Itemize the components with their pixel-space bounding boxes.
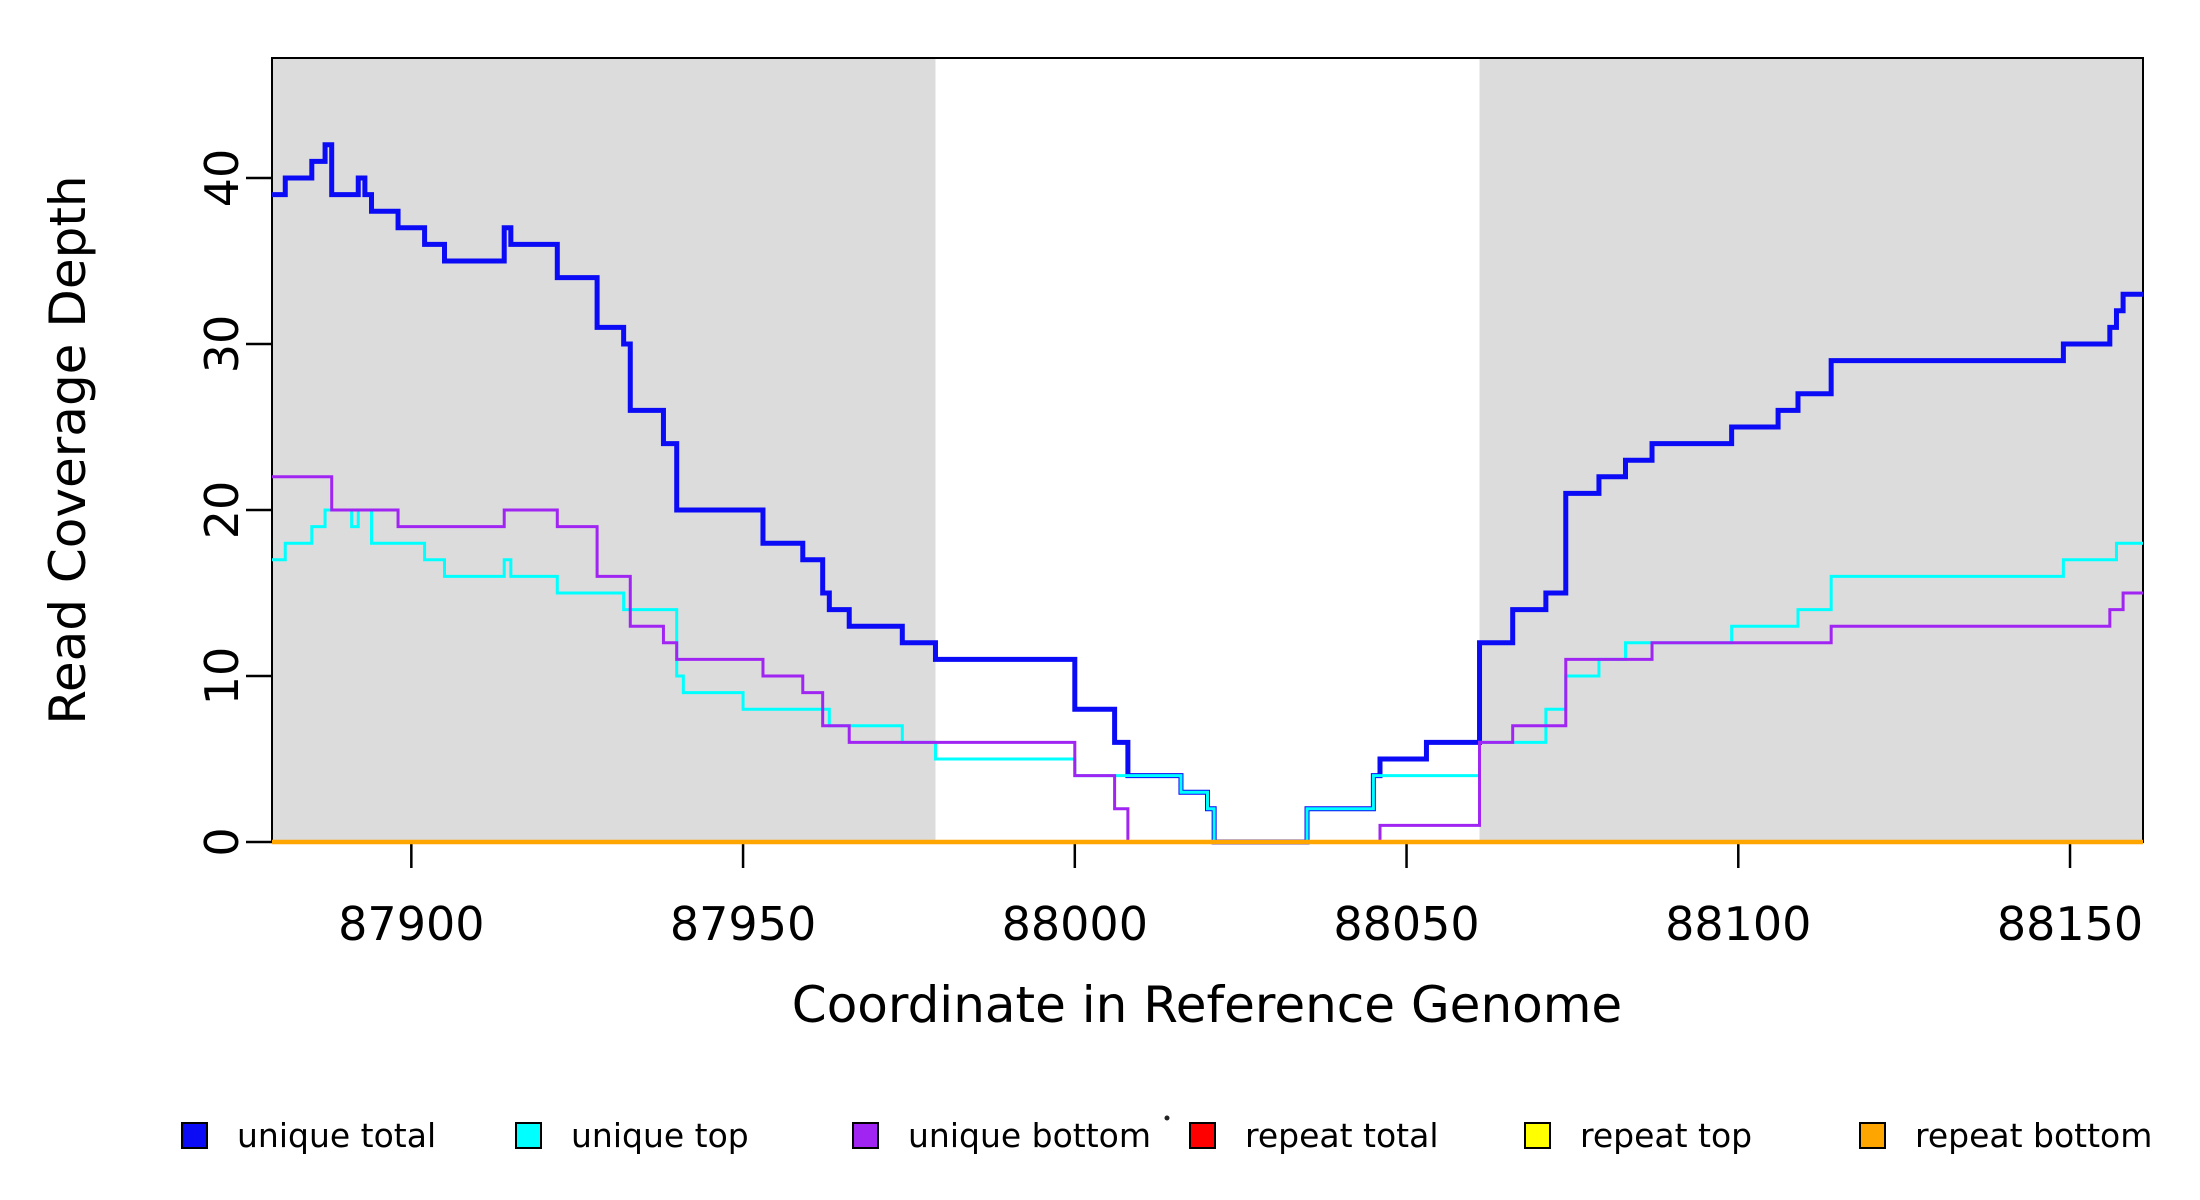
legend-swatch-unique-top xyxy=(515,1122,542,1149)
shaded-region-1 xyxy=(1479,58,2143,842)
legend-swatch-unique-bottom xyxy=(852,1122,879,1149)
legend-item-unique-bottom: unique bottom xyxy=(852,1116,1151,1155)
x-axis-title: Coordinate in Reference Genome xyxy=(792,976,1622,1034)
legend-swatch-unique-total xyxy=(181,1122,208,1149)
legend-swatch-repeat-bottom xyxy=(1859,1122,1886,1149)
legend-label-unique-bottom: unique bottom xyxy=(908,1116,1151,1155)
legend-item-unique-top: unique top xyxy=(515,1116,749,1155)
y-axis-title: Read Coverage Depth xyxy=(39,175,97,724)
stray-dot-artifact xyxy=(1164,1115,1170,1121)
y-tick-label-4: 40 xyxy=(195,149,249,208)
legend-swatch-repeat-total xyxy=(1189,1122,1216,1149)
x-tick-label-1: 87950 xyxy=(670,897,816,951)
legend-item-unique-total: unique total xyxy=(181,1116,436,1155)
series-unique-total xyxy=(272,142,2143,845)
shaded-region-0 xyxy=(272,58,936,842)
x-tick-label-3: 88050 xyxy=(1333,897,1479,951)
x-tick-label-2: 88000 xyxy=(1002,897,1148,951)
y-tick-label-0: 0 xyxy=(195,827,249,856)
x-tick-label-0: 87900 xyxy=(338,897,484,951)
legend-label-unique-top: unique top xyxy=(571,1116,749,1155)
legend-swatch-repeat-top xyxy=(1524,1122,1551,1149)
series-unique-bottom xyxy=(272,475,2143,844)
legend-label-unique-total: unique total xyxy=(237,1116,436,1155)
y-tick-label-2: 20 xyxy=(195,481,249,540)
legend-label-repeat-total: repeat total xyxy=(1245,1116,1439,1155)
x-tick-label-4: 88100 xyxy=(1665,897,1811,951)
legend-label-repeat-top: repeat top xyxy=(1580,1116,1752,1155)
legend-label-repeat-bottom: repeat bottom xyxy=(1915,1116,2152,1155)
y-tick-label-3: 30 xyxy=(195,315,249,374)
legend-item-repeat-bottom: repeat bottom xyxy=(1859,1116,2152,1155)
x-tick-label-5: 88150 xyxy=(1997,897,2143,951)
y-tick-label-1: 10 xyxy=(195,647,249,706)
legend-item-repeat-total: repeat total xyxy=(1189,1116,1439,1155)
legend-item-repeat-top: repeat top xyxy=(1524,1116,1752,1155)
